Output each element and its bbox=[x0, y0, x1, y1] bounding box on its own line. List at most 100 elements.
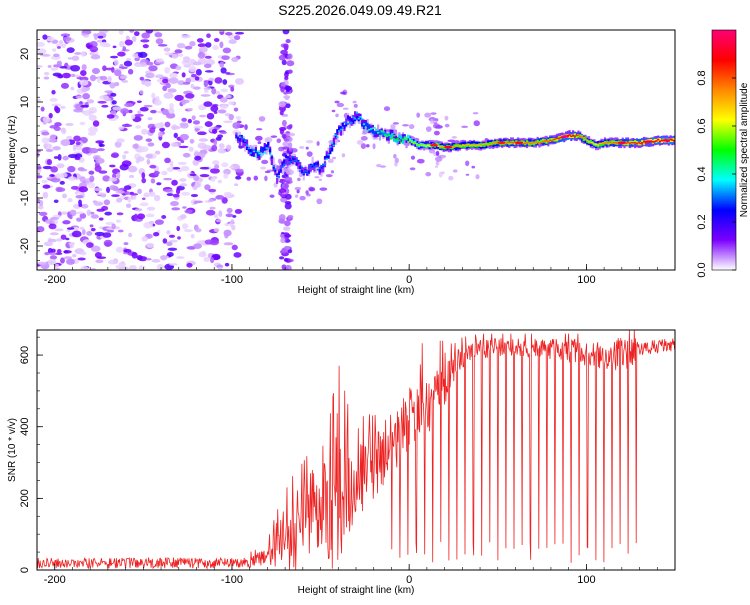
spectrogram-cell bbox=[316, 169, 320, 171]
noise-blob bbox=[219, 131, 228, 134]
spectrogram-cell bbox=[272, 157, 275, 167]
spectrogram-cell bbox=[277, 171, 281, 175]
spectrogram-noise-blobs bbox=[37, 30, 489, 270]
spectrogram-cell bbox=[311, 156, 314, 166]
noise-blob bbox=[70, 86, 75, 91]
noise-blob bbox=[171, 125, 181, 130]
noise-blob bbox=[56, 60, 62, 67]
noise-blob bbox=[102, 65, 107, 72]
noise-blob bbox=[432, 123, 441, 129]
noise-blob bbox=[134, 113, 144, 117]
snr-plot-area bbox=[37, 330, 675, 570]
noise-blob bbox=[214, 77, 223, 84]
spectrogram-cell bbox=[249, 148, 252, 153]
noise-blob bbox=[231, 224, 236, 231]
spectrogram-cell bbox=[385, 135, 389, 138]
spectrogram-cell bbox=[238, 139, 242, 146]
noise-blob bbox=[147, 142, 155, 147]
spectrogram-cell bbox=[290, 160, 293, 163]
noise-blob bbox=[234, 31, 245, 35]
spectrogram-cell bbox=[522, 140, 525, 145]
noise-blob bbox=[86, 209, 92, 216]
spectrogram-cell bbox=[362, 123, 366, 125]
noise-blob bbox=[260, 166, 267, 170]
spectrogram-cell bbox=[316, 161, 320, 166]
noise-blob bbox=[189, 138, 195, 144]
spectrogram-cell bbox=[552, 138, 555, 141]
noise-blob bbox=[67, 198, 73, 203]
spectrogram-cell bbox=[343, 121, 346, 123]
noise-blob bbox=[134, 56, 140, 62]
spectrogram-cell bbox=[276, 175, 279, 177]
spectrogram-cell bbox=[249, 152, 252, 154]
noise-blob bbox=[90, 214, 99, 219]
noise-blob bbox=[219, 61, 225, 68]
noise-blob bbox=[52, 146, 61, 151]
spectrogram-cell bbox=[635, 142, 639, 145]
noise-blob bbox=[225, 144, 232, 152]
noise-blob bbox=[281, 59, 287, 66]
noise-blob bbox=[169, 263, 178, 266]
noise-blob bbox=[75, 141, 81, 146]
noise-blob bbox=[46, 36, 55, 42]
noise-blob bbox=[264, 137, 273, 143]
spectrogram-cell bbox=[412, 142, 415, 144]
noise-blob bbox=[287, 215, 294, 219]
noise-blob bbox=[198, 251, 207, 258]
noise-blob bbox=[180, 183, 188, 187]
spectrogram-cell bbox=[242, 141, 245, 148]
spectrogram-cell bbox=[327, 153, 330, 156]
spectrogram-cell bbox=[235, 134, 238, 139]
y-tick-label: -10 bbox=[19, 190, 31, 206]
spectrogram-cell bbox=[632, 141, 635, 144]
noise-blob bbox=[140, 146, 149, 153]
noise-blob bbox=[305, 146, 309, 150]
noise-blob bbox=[125, 203, 132, 209]
noise-blob bbox=[50, 177, 61, 183]
noise-blob bbox=[135, 208, 143, 212]
noise-blob bbox=[225, 213, 234, 218]
noise-blob bbox=[171, 179, 178, 186]
noise-blob bbox=[164, 121, 171, 128]
spectrogram-cell bbox=[577, 134, 580, 136]
noise-blob bbox=[195, 228, 202, 233]
spectrogram-cell bbox=[509, 141, 513, 143]
noise-blob bbox=[212, 45, 219, 51]
spectrogram-cell bbox=[396, 139, 399, 143]
noise-blob bbox=[192, 120, 201, 125]
noise-blob bbox=[181, 117, 187, 122]
spectrogram-cell bbox=[345, 122, 348, 125]
spectrogram-cell bbox=[322, 164, 325, 166]
spectrogram-cell bbox=[389, 134, 392, 138]
noise-blob bbox=[360, 143, 367, 149]
noise-blob bbox=[444, 123, 450, 128]
spectrogram-cell bbox=[300, 166, 304, 169]
spectrogram-cell bbox=[281, 166, 284, 168]
spectrogram-cell bbox=[424, 145, 428, 147]
noise-blob bbox=[316, 198, 323, 205]
spectrogram-cell bbox=[658, 140, 662, 143]
spectrogram-cell bbox=[355, 116, 358, 120]
noise-blob bbox=[279, 128, 285, 135]
noise-blob bbox=[179, 133, 189, 141]
noise-blob bbox=[37, 166, 42, 170]
spectrogram-cell bbox=[511, 142, 514, 144]
spectrogram-cell bbox=[600, 142, 603, 145]
noise-blob bbox=[287, 53, 293, 60]
spectrogram-cell bbox=[600, 142, 603, 147]
noise-blob bbox=[316, 141, 320, 146]
noise-blob bbox=[279, 110, 284, 116]
noise-blob bbox=[110, 92, 117, 97]
spectrogram-peak bbox=[444, 145, 453, 149]
spectrogram-peak bbox=[429, 143, 438, 147]
spectrogram-cell bbox=[589, 139, 592, 144]
noise-blob bbox=[119, 266, 129, 270]
noise-blob bbox=[279, 233, 286, 238]
spectrogram-cell bbox=[568, 134, 571, 138]
noise-blob bbox=[280, 197, 288, 203]
noise-blob bbox=[92, 154, 101, 161]
noise-blob bbox=[128, 30, 135, 33]
noise-blob bbox=[416, 158, 425, 164]
noise-blob bbox=[73, 226, 79, 232]
noise-blob bbox=[151, 92, 156, 99]
